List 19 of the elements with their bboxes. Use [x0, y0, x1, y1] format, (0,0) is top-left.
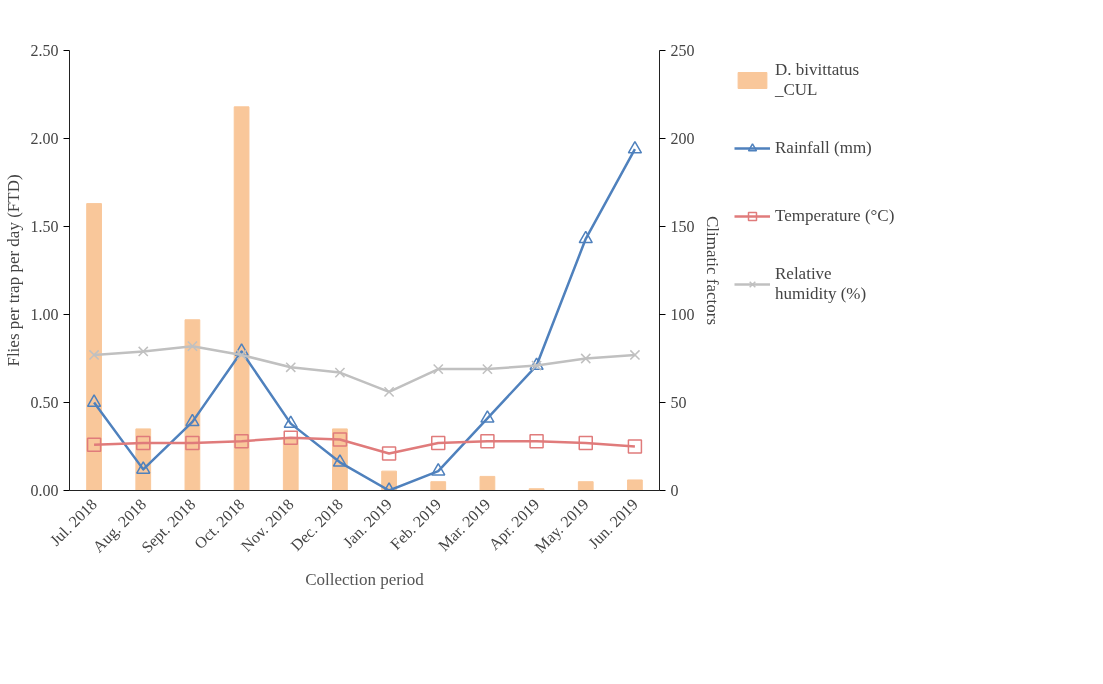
y-tick-label: 1.00 — [30, 306, 59, 323]
legend-label: D. bivittatus _CUL — [775, 60, 860, 100]
legend-label: Temperature (°C) — [775, 205, 895, 227]
legend-label: Relative humidity (%) — [775, 264, 867, 304]
y2-tick-label: 250 — [670, 42, 695, 59]
y2-tick-label: 200 — [670, 130, 695, 147]
y2-tick-label: 150 — [670, 218, 695, 235]
x-axis-title: Collection period — [305, 569, 425, 589]
y2-axis-title: Climatic factors — [702, 215, 722, 326]
y2-tick-label: 100 — [670, 306, 695, 323]
y-tick-label: 1.50 — [30, 218, 59, 235]
y-tick-label: 0.50 — [30, 394, 59, 411]
y2-tick-label: 50 — [670, 394, 687, 411]
legend-label: Rainfall (mm) — [775, 137, 872, 159]
y-axis-title: Flies per trap per day (FTD) — [3, 174, 23, 367]
y-tick-label: 0.00 — [30, 482, 59, 499]
y-tick-label: 2.50 — [30, 42, 59, 59]
y-tick-label: 2.00 — [30, 130, 59, 147]
y2-tick-label: 0 — [670, 482, 679, 499]
